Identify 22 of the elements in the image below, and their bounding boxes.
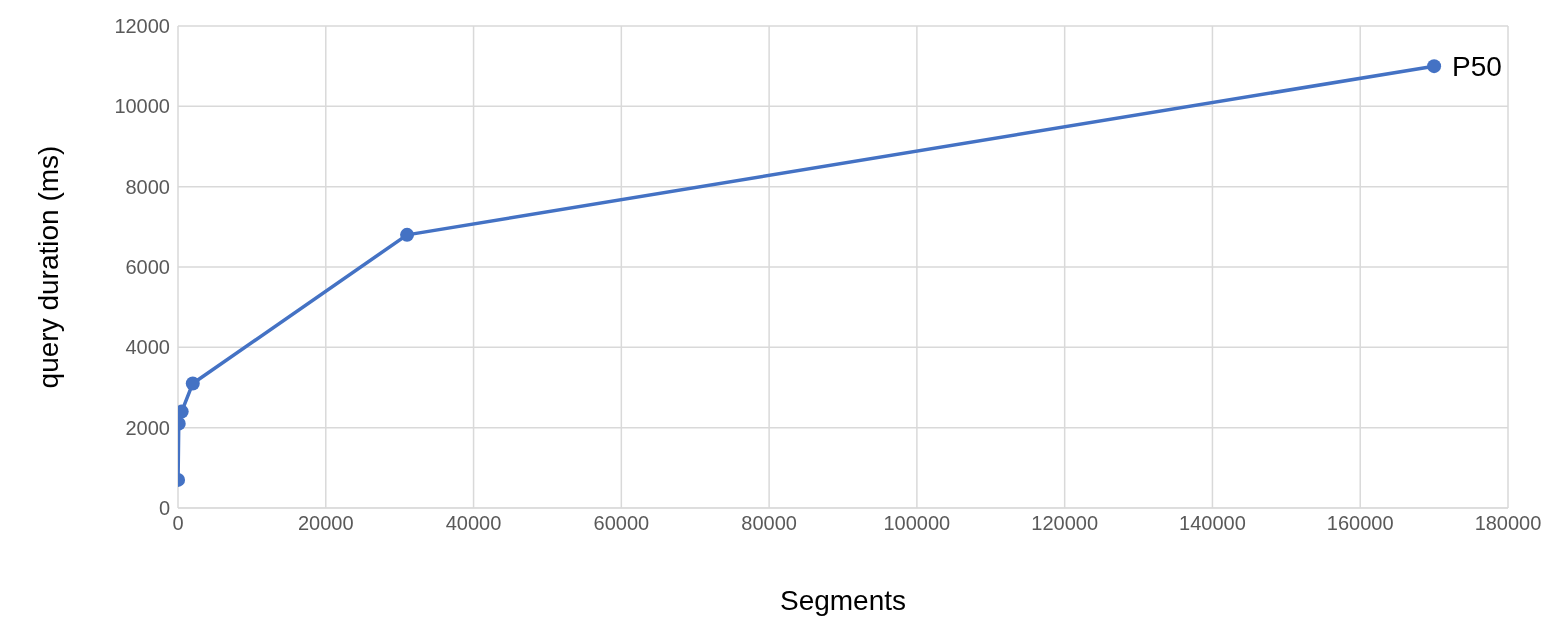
x-tick-label: 80000 xyxy=(741,512,797,535)
x-tick-label: 140000 xyxy=(1179,512,1246,535)
series-label: P50 xyxy=(1452,51,1502,83)
y-tick-label: 8000 xyxy=(125,175,170,198)
x-tick-label: 120000 xyxy=(1031,512,1099,535)
x-tick-label: 60000 xyxy=(593,512,650,535)
x-tick-label: 0 xyxy=(172,512,184,535)
x-tick-label: 20000 xyxy=(297,512,354,535)
y-tick-label: 12000 xyxy=(114,15,170,38)
point xyxy=(1427,59,1442,74)
x-tick-label: 160000 xyxy=(1326,512,1394,535)
y-tick-label: 4000 xyxy=(125,336,170,359)
y-axis-title: query duration (ms) xyxy=(32,145,64,389)
x-tick-label: 100000 xyxy=(883,512,951,535)
y-tick-label: 0 xyxy=(158,497,170,520)
point xyxy=(400,227,415,242)
y-tick-label: 6000 xyxy=(125,256,170,279)
x-axis-title: Segments xyxy=(779,585,907,616)
x-tick-label: 40000 xyxy=(445,512,502,535)
y-tick-label: 2000 xyxy=(125,416,170,439)
y-tick-label: 10000 xyxy=(114,95,170,118)
x-tick-label: 180000 xyxy=(1474,512,1542,535)
